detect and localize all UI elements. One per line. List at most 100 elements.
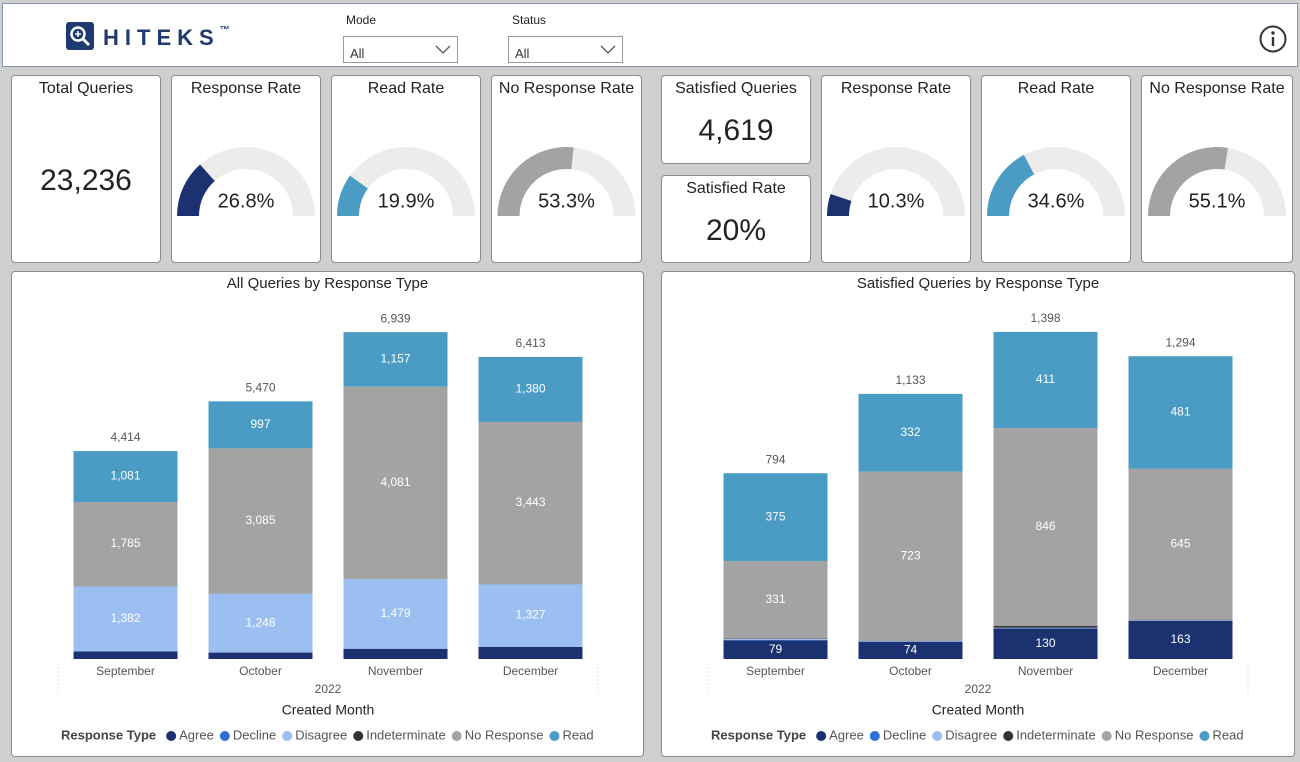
bar-segment <box>478 356 583 422</box>
gauge-label: 26.8% <box>218 190 275 212</box>
data-label: 411 <box>1036 372 1055 386</box>
bar-segment <box>478 646 583 659</box>
kpi-card: Response Rate 10.3% <box>821 75 971 263</box>
legend-marker <box>282 731 293 741</box>
total-label: 1,294 <box>1165 335 1195 349</box>
gauge-value <box>337 175 368 216</box>
gauge: 53.3% <box>497 147 636 216</box>
brand-name: HITEKS <box>103 25 220 50</box>
chart-title: All Queries by Response Type <box>227 275 429 292</box>
total-label: 1,133 <box>895 373 925 387</box>
bar-segment <box>993 331 1098 429</box>
bar-segment <box>1128 468 1233 620</box>
legend-marker <box>869 731 880 741</box>
card-title: Satisfied Queries <box>675 80 797 97</box>
legend-label: Indeterminate <box>366 727 446 742</box>
bar-segment <box>993 626 1098 628</box>
gauge: 26.8% <box>177 147 315 216</box>
x-tick-label: December <box>1153 664 1208 678</box>
x-tick-label: November <box>1018 664 1073 678</box>
gauge-value <box>177 164 215 216</box>
legend-label: Disagree <box>295 727 347 742</box>
bar-segment <box>858 393 963 472</box>
card-title: Satisfied Rate <box>686 180 786 197</box>
bar-segment <box>73 451 178 502</box>
trademark: ™ <box>219 25 230 36</box>
bar-segment <box>343 386 448 579</box>
bar-segment <box>858 471 963 641</box>
data-label: 1,327 <box>515 608 545 622</box>
data-label: 1,248 <box>245 615 275 629</box>
gauge-label: 34.6% <box>1028 190 1085 212</box>
data-label: 846 <box>1035 519 1055 533</box>
legend-marker <box>816 731 827 741</box>
gauge-label: 10.3% <box>868 190 925 212</box>
kpi-card: Response Rate 26.8% <box>171 75 321 263</box>
legend-marker <box>549 731 560 741</box>
kpi-card: Read Rate 34.6% <box>981 75 1131 263</box>
bar-segment <box>1128 620 1233 659</box>
bar-segment <box>73 586 178 652</box>
filter-label: Status <box>512 13 547 27</box>
legend-marker <box>353 731 364 741</box>
card-title: No Response Rate <box>498 80 635 97</box>
data-label: 163 <box>1170 632 1190 646</box>
gauge-track <box>827 147 965 216</box>
bar-segment <box>723 638 828 641</box>
total-label: 6,939 <box>380 311 410 325</box>
card-value: 23,236 <box>40 164 132 197</box>
data-label: 1,081 <box>110 469 140 483</box>
legend-label: Indeterminate <box>1016 727 1096 742</box>
legend-title: Response Type <box>61 727 156 742</box>
total-label: 1,398 <box>1030 311 1060 325</box>
legend-marker <box>1199 731 1210 741</box>
card-title: Total Queries <box>38 80 134 97</box>
bar-segment <box>723 473 828 561</box>
data-label: 331 <box>765 592 785 606</box>
x-group-label: 2022 <box>315 682 342 696</box>
legend-label: Read <box>563 727 594 742</box>
legend-label: Decline <box>883 727 926 742</box>
filter-value: All <box>350 46 365 61</box>
bar-segment <box>1128 356 1233 469</box>
bar-segment <box>343 332 448 387</box>
legend-marker <box>1003 731 1014 741</box>
data-label: 481 <box>1170 405 1190 419</box>
data-label: 130 <box>1035 636 1055 650</box>
info-button[interactable] <box>1258 24 1288 54</box>
bar-segment <box>723 560 828 639</box>
legend-label: No Response <box>465 727 544 742</box>
gauge: 55.1% <box>1148 147 1286 216</box>
data-label: 1,157 <box>380 352 410 366</box>
total-label: 5,470 <box>245 381 275 395</box>
data-label: 1,785 <box>110 536 140 550</box>
data-label: 74 <box>904 643 918 657</box>
filter-dropdown[interactable]: All <box>508 36 623 63</box>
x-tick-label: December <box>503 664 558 678</box>
card-value: 20% <box>705 214 767 247</box>
bar-segment <box>858 641 963 659</box>
chart-title: Satisfied Queries by Response Type <box>857 275 1099 292</box>
bar-segment <box>208 401 313 449</box>
x-axis-title: Created Month <box>932 702 1025 718</box>
kpi-card: Total Queries 23,236 <box>11 75 161 263</box>
filter-dropdown[interactable]: All <box>343 36 458 63</box>
card-title: Response Rate <box>840 80 952 97</box>
bar-segment <box>343 648 448 659</box>
brand: HITEKS™ <box>103 25 230 51</box>
gauge: 10.3% <box>827 147 965 216</box>
chevron <box>435 45 451 54</box>
bar-segment <box>478 584 583 647</box>
x-tick-label: September <box>96 664 155 678</box>
data-label: 332 <box>900 425 920 439</box>
legend-label: Disagree <box>945 727 997 742</box>
gauge-track <box>337 147 475 216</box>
x-group-label: 2022 <box>965 682 992 696</box>
data-label: 79 <box>769 642 783 656</box>
data-label: 375 <box>765 509 785 523</box>
legend-marker <box>166 731 177 741</box>
bar-segment <box>993 628 1098 659</box>
chart: Satisfied Queries by Response Type 79 331 3… <box>661 271 1295 757</box>
data-label: 1,380 <box>515 382 545 396</box>
